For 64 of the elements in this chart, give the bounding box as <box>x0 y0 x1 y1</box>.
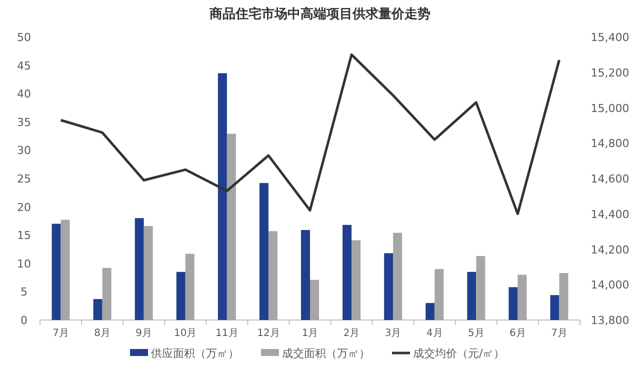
legend-label: 成交面积（万㎡） <box>282 347 370 360</box>
bar <box>218 73 227 320</box>
bar <box>384 253 394 320</box>
x-tick-label: 11月 <box>216 328 238 339</box>
y-tick-label: 0 <box>20 314 28 327</box>
x-tick-label: 6月 <box>510 328 526 339</box>
x-tick-label: 9月 <box>136 328 152 339</box>
bar <box>352 240 361 320</box>
y-tick-label: 20 <box>17 200 31 214</box>
bar <box>185 254 194 320</box>
bar <box>301 230 310 320</box>
bar <box>476 256 486 320</box>
bar <box>259 183 268 320</box>
y2-tick-label: 14,200 <box>590 243 630 256</box>
bar <box>310 280 319 320</box>
y2-tick-label: 15,200 <box>590 66 630 80</box>
x-tick-label: 2月 <box>343 328 360 339</box>
bar <box>176 272 186 320</box>
bar <box>268 231 278 320</box>
x-tick-label: 3月 <box>384 328 402 339</box>
x-tick-label: 4月 <box>426 328 443 339</box>
bar <box>134 218 144 320</box>
bar <box>426 303 435 320</box>
bar <box>102 268 112 320</box>
y2-tick-label: 14,800 <box>590 137 630 150</box>
y-tick-label: 25 <box>17 172 31 186</box>
y-tick-label: 45 <box>17 59 31 72</box>
y2-tick-label: 13,800 <box>590 314 630 327</box>
bar <box>550 295 560 320</box>
y-tick-label: 15 <box>17 229 31 242</box>
bar <box>226 134 236 320</box>
bar <box>393 232 402 320</box>
chart-title: 商品住宅市场中高端项目供求量价走势 <box>208 6 430 22</box>
x-tick-label: 8月 <box>94 328 110 339</box>
y-tick-label: 35 <box>17 116 31 129</box>
y-tick-label: 5 <box>20 286 28 299</box>
x-tick-label: 5月 <box>468 328 484 339</box>
bar <box>467 272 476 320</box>
x-tick-label: 1月 <box>302 328 318 339</box>
legend-label: 供应面积（万㎡） <box>151 347 239 360</box>
bar <box>434 269 444 320</box>
bar <box>518 274 527 320</box>
legend-label: 成交均价（元/㎡） <box>413 347 505 360</box>
line-series <box>60 53 560 216</box>
bar <box>144 226 153 320</box>
bar <box>508 287 518 320</box>
y2-tick-label: 15,400 <box>590 31 630 44</box>
bar <box>93 299 102 320</box>
x-tick-label: 7月 <box>52 328 69 339</box>
bar <box>60 220 70 320</box>
y2-tick-label: 14,000 <box>590 278 630 292</box>
x-tick-label: 10月 <box>174 328 197 339</box>
x-tick-label: 12月 <box>257 328 280 339</box>
bar <box>52 224 61 320</box>
y2-tick-label: 15,000 <box>590 102 630 115</box>
bar <box>559 273 568 320</box>
y-tick-label: 10 <box>17 257 31 270</box>
y-tick-label: 50 <box>17 31 31 44</box>
bar <box>342 224 352 320</box>
y-tick-label: 40 <box>17 88 31 101</box>
y2-tick-label: 14,600 <box>590 172 630 186</box>
y-tick-label: 30 <box>17 144 31 158</box>
x-tick-label: 7月 <box>551 328 568 339</box>
y2-tick-label: 14,400 <box>590 208 630 221</box>
